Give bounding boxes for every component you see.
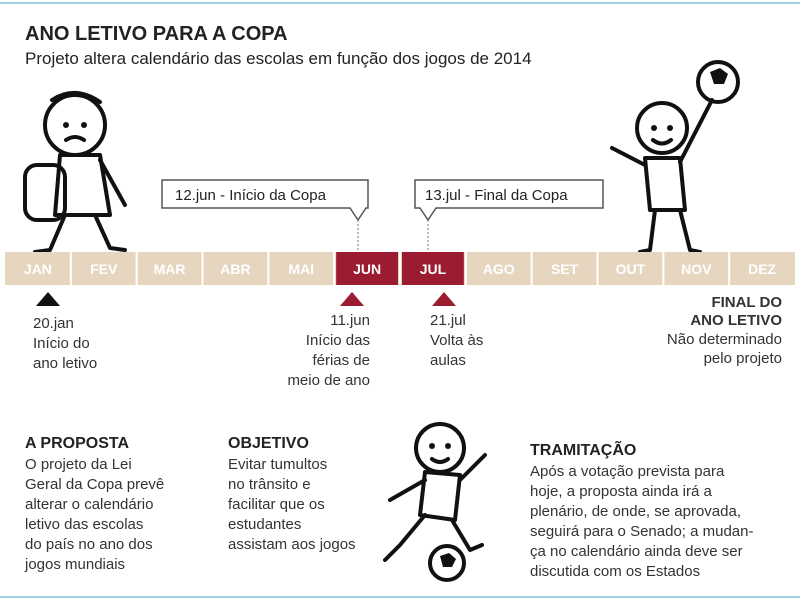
callout-text: 12.jun - Início da Copa bbox=[175, 187, 327, 204]
month-label: DEZ bbox=[748, 261, 776, 277]
month-label: MAI bbox=[288, 261, 314, 277]
section-text: no trânsito e bbox=[228, 476, 311, 493]
month-label: NOV bbox=[681, 261, 712, 277]
marker-triangle bbox=[340, 292, 364, 306]
marker-heading: FINAL DO bbox=[711, 294, 782, 311]
callout-text: 13.jul - Final da Copa bbox=[425, 187, 568, 204]
section-text: do país no ano dos bbox=[25, 536, 153, 553]
month-label: ABR bbox=[220, 261, 250, 277]
month-label: SET bbox=[551, 261, 579, 277]
section-text: seguirá para o Senado; a mudan- bbox=[530, 523, 753, 540]
section-text: Geral da Copa prevê bbox=[25, 476, 164, 493]
marker-date: 20.jan bbox=[33, 315, 74, 332]
kid-backpack bbox=[23, 91, 127, 254]
kid-ball bbox=[610, 60, 740, 254]
section-heading: TRAMITAÇÃO bbox=[530, 439, 636, 459]
marker-triangle bbox=[432, 292, 456, 306]
marker-heading: ANO LETIVO bbox=[690, 312, 782, 329]
section-text: alterar o calendário bbox=[25, 496, 153, 513]
section-text: discutida com os Estados bbox=[530, 563, 700, 580]
marker-text: meio de ano bbox=[287, 372, 370, 389]
section-text: letivo das escolas bbox=[25, 516, 143, 533]
month-label: JUL bbox=[420, 261, 447, 277]
section-heading: OBJETIVO bbox=[228, 435, 309, 452]
kid-kicking bbox=[383, 422, 487, 582]
section-heading: A PROPOSTA bbox=[25, 435, 129, 452]
section-text: assistam aos jogos bbox=[228, 536, 356, 553]
section-text: facilitar que os bbox=[228, 496, 325, 513]
section-text: Evitar tumultos bbox=[228, 456, 327, 473]
marker-text: férias de bbox=[312, 352, 370, 369]
marker-text: pelo projeto bbox=[704, 350, 782, 367]
month-label: MAR bbox=[154, 261, 186, 277]
month-label: AGO bbox=[483, 261, 515, 277]
sections: A PROPOSTA O projeto da Lei Geral da Copa … bbox=[24, 435, 753, 580]
section-text: ça no calendário ainda deve ser bbox=[530, 543, 743, 560]
marker-date: 21.jul bbox=[430, 312, 466, 329]
marker-text: Início das bbox=[306, 332, 370, 349]
title: ANO LETIVO PARA A COPA bbox=[25, 23, 288, 45]
section-text: jogos mundiais bbox=[24, 556, 125, 573]
subtitle: Projeto altera calendário das escolas em… bbox=[25, 49, 532, 68]
marker-triangle bbox=[36, 292, 60, 306]
timeline: JAN FEV MAR ABR MAI JUN JUL AGO SET OUT NOV DEZ bbox=[5, 252, 795, 285]
section-text: plenário, de onde, se aprovada, bbox=[530, 503, 741, 520]
section-text: hoje, a proposta ainda irá a bbox=[530, 483, 712, 500]
callout: 12.jun - Início da Copa bbox=[161, 179, 369, 250]
callout: 13.jul - Final da Copa bbox=[414, 179, 604, 250]
month-label: FEV bbox=[90, 261, 118, 277]
month-highlight bbox=[402, 252, 464, 285]
section-text: Após a votação prevista para bbox=[530, 463, 725, 480]
marker-text: Volta às bbox=[430, 332, 483, 349]
section-text: O projeto da Lei bbox=[25, 456, 132, 473]
month-label: OUT bbox=[616, 261, 646, 277]
month-highlight bbox=[336, 252, 398, 285]
month-label: JUN bbox=[353, 261, 381, 277]
marker-date: 11.jun bbox=[330, 312, 370, 329]
marker-text: Início do bbox=[33, 335, 90, 352]
marker-text: Não determinado bbox=[667, 331, 782, 348]
month-label: JAN bbox=[24, 261, 52, 277]
marker-text: aulas bbox=[430, 352, 466, 369]
marker-text: ano letivo bbox=[33, 355, 97, 372]
section-text: estudantes bbox=[228, 516, 301, 533]
